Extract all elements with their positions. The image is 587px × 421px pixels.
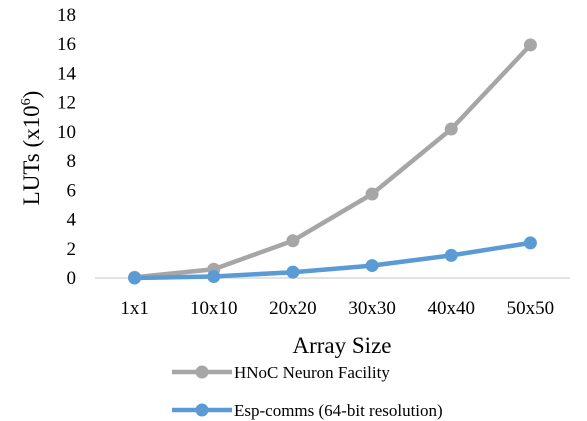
y-tick-label: 4 bbox=[67, 210, 77, 231]
series-line bbox=[132, 42, 533, 280]
x-tick-label: 30x30 bbox=[348, 298, 396, 319]
y-tick-label: 0 bbox=[67, 268, 77, 289]
data-point bbox=[286, 234, 300, 248]
data-point bbox=[365, 187, 379, 201]
y-tick-label: 8 bbox=[67, 151, 77, 172]
data-point bbox=[444, 122, 458, 136]
series-2 bbox=[128, 236, 537, 285]
x-axis-ticks: 1x1 10x10 20x20 30x30 40x40 50x50 bbox=[120, 298, 554, 319]
legend-swatch-marker bbox=[195, 365, 209, 379]
y-tick-label: 12 bbox=[57, 93, 76, 114]
data-point bbox=[365, 259, 379, 273]
series-line bbox=[132, 240, 533, 281]
x-tick-label: 50x50 bbox=[507, 298, 555, 319]
y-axis-title-main: LUTs (x10 bbox=[19, 105, 44, 205]
legend-swatch-marker bbox=[195, 403, 209, 417]
legend-item-1: HNoC Neuron Facility bbox=[172, 363, 390, 382]
y-tick-label: 2 bbox=[67, 239, 77, 260]
x-tick-label: 40x40 bbox=[428, 298, 476, 319]
data-point bbox=[128, 271, 142, 285]
legend: HNoC Neuron Facility Esp-comms (64-bit re… bbox=[172, 363, 443, 420]
x-tick-label: 10x10 bbox=[190, 298, 238, 319]
x-tick-label: 20x20 bbox=[269, 298, 317, 319]
data-point bbox=[523, 38, 537, 52]
y-axis-title: LUTs (x106) bbox=[19, 91, 44, 206]
legend-item-2: Esp-comms (64-bit resolution) bbox=[172, 401, 443, 420]
y-axis-title-close: ) bbox=[19, 91, 44, 99]
data-point bbox=[523, 236, 537, 250]
series-layer bbox=[128, 38, 537, 285]
y-tick-label: 10 bbox=[57, 122, 76, 143]
x-axis-title: Array Size bbox=[293, 333, 392, 358]
legend-label: HNoC Neuron Facility bbox=[234, 363, 390, 382]
series-1 bbox=[128, 38, 537, 284]
y-axis-title-exponent: 6 bbox=[19, 98, 34, 105]
x-tick-label: 1x1 bbox=[120, 298, 149, 319]
y-tick-label: 14 bbox=[57, 63, 77, 84]
y-tick-label: 6 bbox=[67, 180, 77, 201]
y-axis-ticks: 0 2 4 6 8 10 12 14 16 18 bbox=[57, 5, 77, 289]
legend-label: Esp-comms (64-bit resolution) bbox=[234, 401, 443, 420]
data-point bbox=[207, 270, 221, 284]
y-tick-label: 18 bbox=[57, 5, 76, 26]
data-point bbox=[286, 265, 300, 279]
data-point bbox=[444, 248, 458, 262]
y-tick-label: 16 bbox=[57, 34, 76, 55]
